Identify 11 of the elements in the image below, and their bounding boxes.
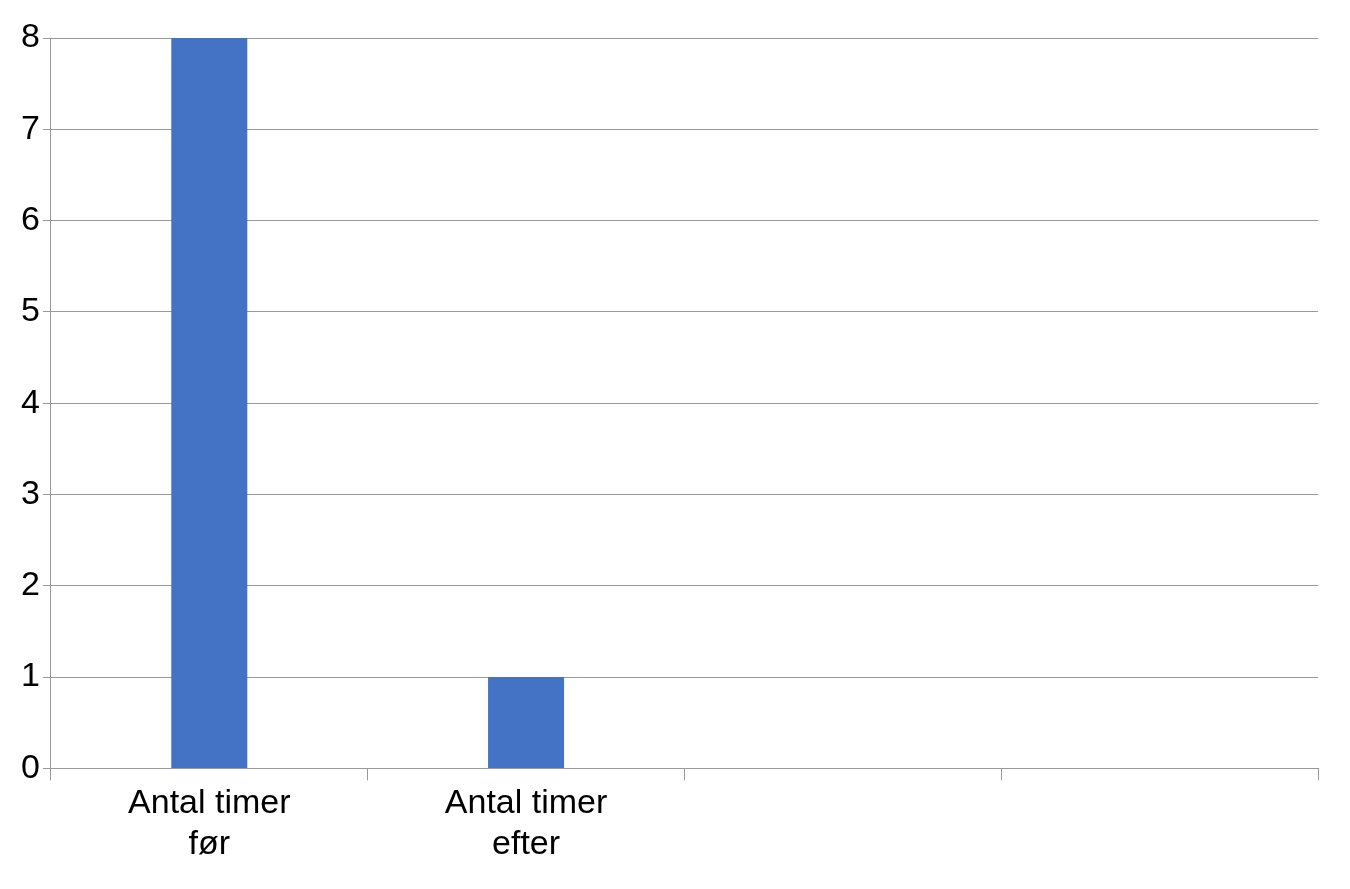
y-tick-label: 7 xyxy=(20,107,40,146)
y-tick-label: 2 xyxy=(20,564,40,603)
x-tick-label: Antal timer før xyxy=(128,782,291,861)
y-tick-label: 4 xyxy=(20,381,40,420)
y-tick-label: 5 xyxy=(20,290,40,329)
y-tick-label: 0 xyxy=(20,746,40,785)
y-tick-label: 8 xyxy=(20,16,40,55)
y-tick-label: 1 xyxy=(20,655,40,694)
x-tick-label: Antal timer efter xyxy=(444,782,608,861)
y-tick-label: 3 xyxy=(20,472,40,511)
y-tick-label: 6 xyxy=(20,198,40,237)
